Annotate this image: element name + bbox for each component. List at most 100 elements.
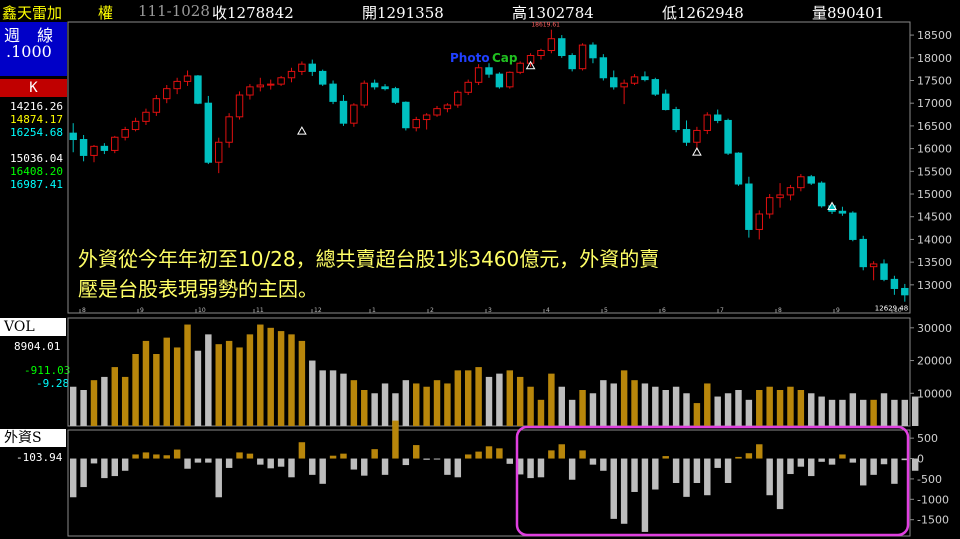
candle-body [890,278,899,289]
volume-bar [610,383,617,426]
candle-body [422,114,431,121]
volume-bar [776,390,784,426]
candle-body [901,287,909,296]
foreign-net-bar [309,458,316,475]
month-tick-label: 8 [778,307,782,314]
foreign-net-bar [496,448,503,459]
volume-bar [402,380,410,426]
foreign-axis-label: -1000 [917,493,949,506]
volume-bar [693,403,701,426]
volume-bar [828,399,836,426]
candle-body [339,100,348,124]
foreign-net-bar [828,458,836,465]
volume-bar [142,340,150,426]
volume-bar [662,390,669,426]
high-price: 高1302784 [512,4,594,22]
foreign-net-bar [839,454,846,459]
candle-body [838,210,847,214]
candle-body [589,44,597,59]
foreign-net-bar [735,456,742,459]
candle-body [661,93,670,111]
foreign-net-bar [184,458,191,469]
foreign-net-bar [267,458,274,469]
volume-bar [891,399,898,426]
volume-bar [329,370,337,426]
month-tick-label: 8 [82,307,86,314]
foreign-net-bar [329,455,337,459]
candle-body [90,145,98,156]
candle-body [443,104,452,110]
volume-bar [527,386,534,426]
month-tick-label: 12 [314,307,322,314]
volume-bar [714,396,721,426]
foreign-net-bar [464,454,472,459]
price-axis-label: 17000 [917,97,952,110]
candle-body [173,80,181,90]
volume-bar [298,340,306,426]
volume-bar [277,331,285,426]
overlay-caption: 外資從今年年初至10/28，總共賣超台股1兆3460億元，外資的賣壓是台股表現弱… [78,247,660,301]
price-axis-label: 15500 [917,165,952,178]
candle-body [142,111,150,122]
candle-body [360,82,368,106]
candle-body [256,84,265,88]
candle-body [194,75,202,104]
foreign-axis-label: -500 [917,473,942,486]
volume-bar [111,367,119,426]
candle-body [204,102,213,163]
volume-bar [194,350,202,426]
foreign-net-bar [225,458,233,468]
volume-bar [548,373,555,426]
candle-body [682,129,691,143]
volume-bar [631,380,638,426]
volume-bar [797,390,805,426]
price-axis-label: 14000 [917,233,952,246]
foreign-net-bar [818,458,825,462]
candle-body [474,67,483,83]
candle-body [318,70,327,85]
candle-body [495,73,504,88]
candle-body [880,263,888,280]
pane-frame [67,429,911,537]
candle-body [537,50,545,57]
foreign-net-bar [142,452,150,459]
volume-bar [454,370,462,426]
foreign-net-bar [870,458,877,475]
candle-body [308,63,317,72]
foreign-net-bar [69,458,77,498]
candle-body [693,129,701,143]
candle-body [599,57,608,79]
volume-bar [433,380,441,426]
k-chart-label[interactable]: K [0,79,67,97]
foreign-panel-label[interactable]: 外資S [0,429,66,447]
volume-bar [485,376,493,426]
volume-bar [413,383,420,426]
foreign-net-bar [776,458,784,510]
volume-bar [173,347,181,426]
vol-panel-label[interactable]: VOL [0,318,66,336]
foreign-net-bar [423,458,430,460]
candle-body [163,88,171,100]
price-axis-label: 18000 [917,52,952,65]
highlight-box [515,425,910,537]
vol-axis-label: 30000 [917,322,952,335]
volume-bar [870,399,877,426]
signal-triangle-icon [827,201,837,211]
candle-body [246,86,254,96]
foreign-net-bar [600,458,607,471]
volume-bar [735,390,742,426]
candle-body [121,129,129,138]
foreign-net-series [69,420,919,532]
foreign-net-bar [589,458,597,465]
signal-triangle-icon [525,60,536,70]
candle-body [713,114,722,121]
foreign-axis-label: -1500 [917,514,949,527]
foreign-net-bar [381,458,389,475]
candle-body [152,98,161,113]
candle-body [350,104,358,124]
candle-body [807,176,815,184]
candle-body [765,197,774,215]
foreign-net-bar [288,458,295,478]
period-selector[interactable]: 週 線 .1000 [0,22,67,76]
